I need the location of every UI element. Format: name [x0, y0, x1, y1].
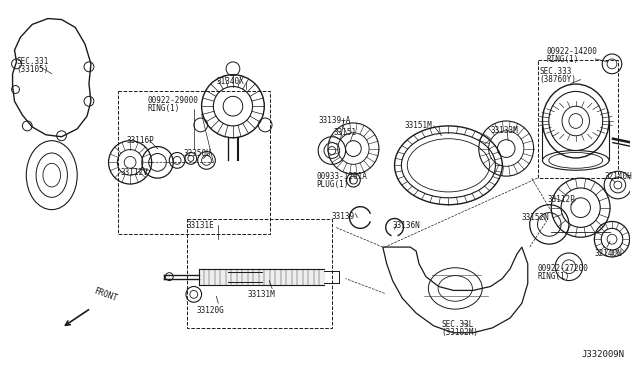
Text: 33112V: 33112V — [120, 168, 148, 177]
Text: 33136N: 33136N — [392, 221, 420, 231]
Text: 33131M: 33131M — [248, 291, 275, 299]
Text: 00933-1201A: 00933-1201A — [316, 172, 367, 181]
Text: 32350U: 32350U — [184, 148, 212, 158]
Text: 33151: 33151 — [334, 128, 357, 137]
Text: (33105): (33105) — [17, 65, 49, 74]
Text: 33116P: 33116P — [126, 136, 154, 145]
Text: 32140N: 32140N — [595, 249, 622, 258]
Text: FRONT: FRONT — [93, 286, 119, 303]
Text: (38760Y): (38760Y) — [540, 75, 577, 84]
Text: 33112P: 33112P — [547, 195, 575, 204]
Text: (33102M): (33102M) — [442, 328, 479, 337]
Text: 00922-27200: 00922-27200 — [538, 264, 588, 273]
Text: 31340X: 31340X — [216, 77, 244, 86]
Text: RING(1): RING(1) — [538, 272, 570, 281]
Text: SEC.333: SEC.333 — [540, 67, 572, 76]
Text: 32140H: 32140H — [604, 172, 632, 181]
Text: 00922-14200: 00922-14200 — [547, 47, 597, 56]
Text: RING(1): RING(1) — [148, 104, 180, 113]
Text: 33120G: 33120G — [196, 306, 225, 315]
Text: 00922-29000: 00922-29000 — [148, 96, 198, 105]
Text: SEC.33L: SEC.33L — [442, 320, 474, 329]
Text: 33131E: 33131E — [187, 221, 214, 231]
Text: SEC.331: SEC.331 — [17, 57, 49, 66]
Text: RING(1): RING(1) — [547, 55, 579, 64]
Text: 33152N: 33152N — [522, 212, 550, 222]
Text: PLUG(1): PLUG(1) — [316, 180, 349, 189]
Text: J332009N: J332009N — [582, 350, 625, 359]
Polygon shape — [198, 269, 324, 285]
Text: 33151M: 33151M — [404, 121, 432, 130]
Text: 33139: 33139 — [332, 212, 355, 221]
Text: 33139+A: 33139+A — [318, 116, 351, 125]
Text: 33133M: 33133M — [490, 126, 518, 135]
